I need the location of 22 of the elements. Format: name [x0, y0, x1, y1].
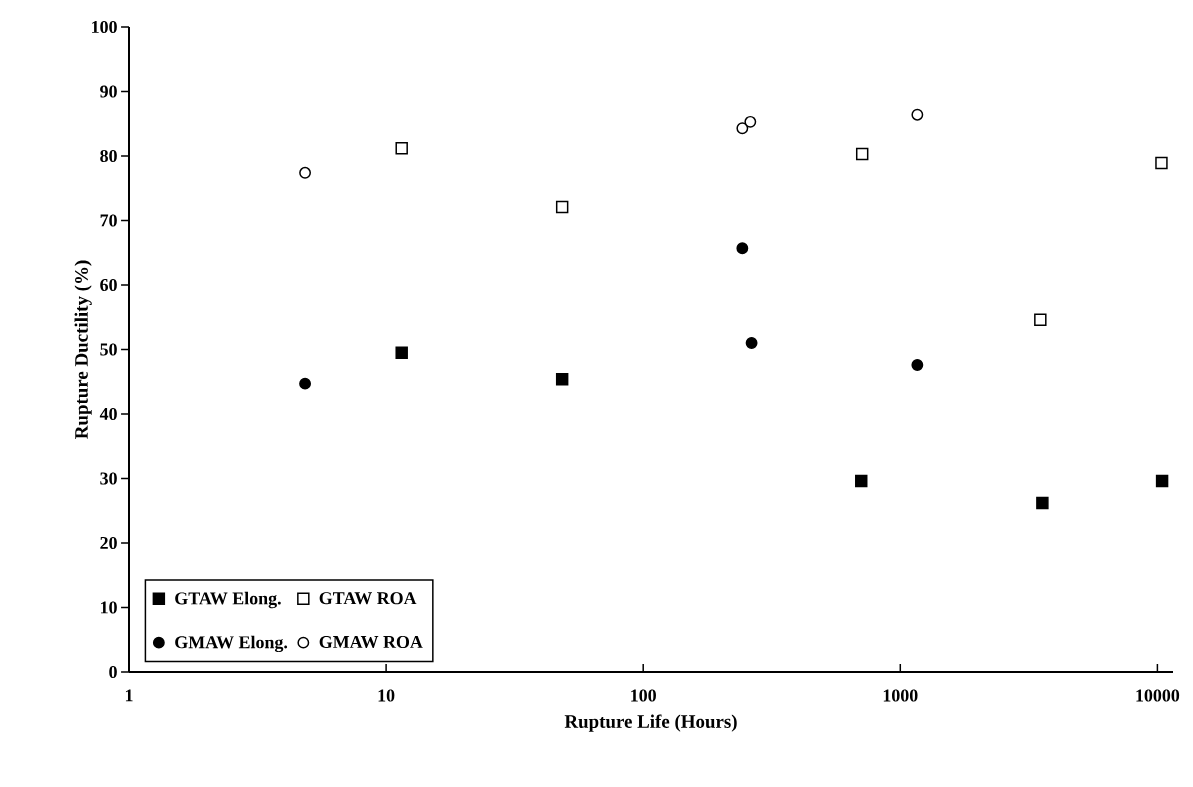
x-tick-label: 1 [125, 689, 133, 702]
y-tick-label: 50 [100, 343, 117, 356]
y-axis-title: Rupture Ductility (%) [74, 260, 92, 439]
y-tick-label: 90 [100, 85, 117, 98]
legend-label: GMAW Elong. [175, 635, 288, 653]
x-axis-title: Rupture Life (Hours) [564, 714, 737, 732]
y-tick-label: 20 [100, 536, 117, 550]
y-tick-label: 80 [100, 149, 117, 163]
x-tick-label: 100 [631, 689, 656, 702]
x-tick-label: 10 [378, 689, 395, 702]
y-tick-label: 10 [101, 601, 117, 614]
y-tick-label: 100 [92, 20, 117, 34]
y-tick-label: 30 [100, 472, 117, 485]
y-tick-label: 40 [99, 407, 117, 421]
legend-label: GTAW ROA [319, 592, 417, 605]
y-tick-label: 60 [100, 278, 117, 292]
legend-label: GMAW ROA [319, 635, 423, 649]
y-tick-label: 0 [109, 665, 117, 679]
y-tick-label: 70 [100, 214, 117, 227]
x-tick-label: 10000 [1136, 689, 1180, 702]
legend-label: GTAW Elong. [175, 591, 281, 609]
x-tick-label: 1000 [883, 689, 918, 702]
